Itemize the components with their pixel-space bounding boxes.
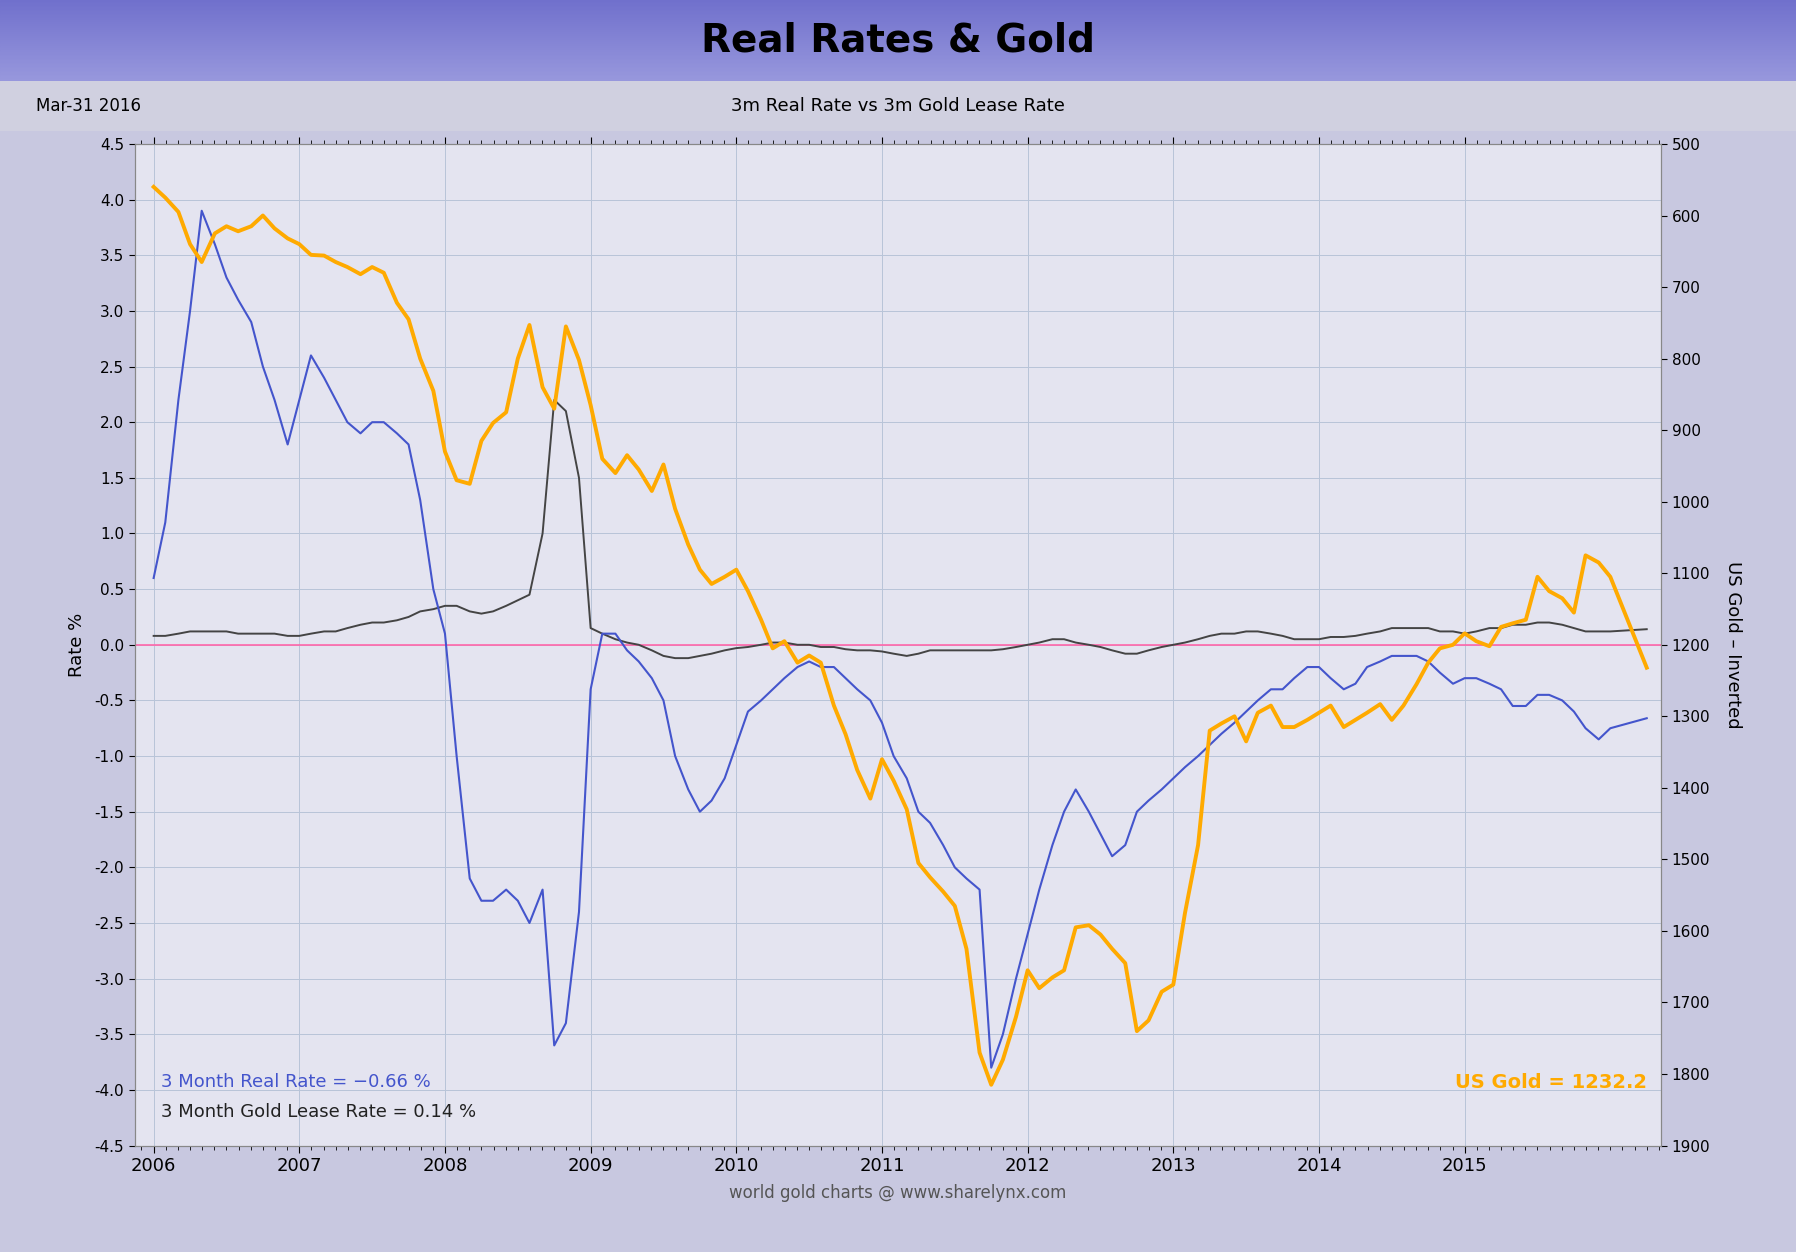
Text: Mar-31 2016: Mar-31 2016 <box>36 98 140 115</box>
Text: 3 Month Gold Lease Rate = 0.14 %: 3 Month Gold Lease Rate = 0.14 % <box>162 1103 476 1122</box>
Y-axis label: US Gold – Inverted: US Gold – Inverted <box>1724 561 1742 729</box>
Text: 3 Month Real Rate = −0.66 %: 3 Month Real Rate = −0.66 % <box>162 1073 431 1092</box>
Text: US Gold = 1232.2: US Gold = 1232.2 <box>1455 1073 1647 1092</box>
Y-axis label: Rate %: Rate % <box>68 612 86 677</box>
Text: Real Rates & Gold: Real Rates & Gold <box>700 21 1096 60</box>
X-axis label: world gold charts @ www.sharelynx.com: world gold charts @ www.sharelynx.com <box>729 1183 1067 1202</box>
Text: 3m Real Rate vs 3m Gold Lease Rate: 3m Real Rate vs 3m Gold Lease Rate <box>731 98 1065 115</box>
